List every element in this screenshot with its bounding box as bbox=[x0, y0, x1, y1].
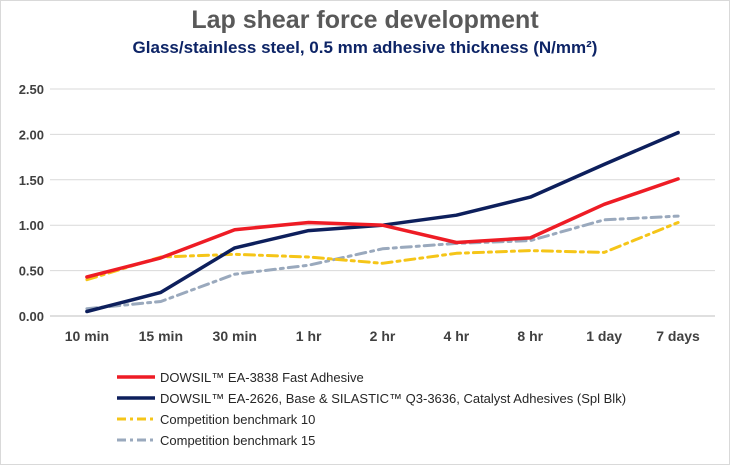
chart-subtitle: Glass/stainless steel, 0.5 mm adhesive t… bbox=[132, 38, 598, 57]
gridlines bbox=[50, 88, 715, 317]
y-tick-label: 0.50 bbox=[19, 264, 44, 279]
x-tick-label: 1 hr bbox=[296, 328, 322, 344]
legend-label-4: Competition benchmark 15 bbox=[160, 433, 315, 448]
y-tick-label: 0.00 bbox=[19, 309, 44, 324]
x-axis: 10 min 15 min 30 min 1 hr 2 hr 4 hr 8 hr 1 day 7… bbox=[65, 328, 700, 344]
legend-label-1: DOWSIL™ EA-3838 Fast Adhesive bbox=[160, 370, 364, 385]
x-tick-label: 15 min bbox=[139, 328, 183, 344]
y-axis: 0.00 0.50 1.00 1.50 2.00 2.50 bbox=[19, 82, 44, 324]
x-tick-label: 1 day bbox=[586, 328, 622, 344]
legend-label-3: Competition benchmark 10 bbox=[160, 412, 315, 427]
y-tick-label: 1.00 bbox=[19, 218, 44, 233]
x-tick-label: 8 hr bbox=[517, 328, 543, 344]
y-tick-label: 2.50 bbox=[19, 82, 44, 97]
series-lines bbox=[85, 130, 680, 314]
series-line-2 bbox=[85, 130, 680, 314]
x-tick-label: 30 min bbox=[213, 328, 257, 344]
x-tick-label: 7 days bbox=[656, 328, 700, 344]
y-tick-label: 2.00 bbox=[19, 127, 44, 142]
x-tick-label: 10 min bbox=[65, 328, 109, 344]
x-tick-label: 2 hr bbox=[370, 328, 396, 344]
series-line-3 bbox=[85, 221, 680, 282]
legend-label-2: DOWSIL™ EA-2626, Base & SILASTIC™ Q3-363… bbox=[160, 391, 626, 406]
chart-title: Lap shear force development bbox=[191, 6, 539, 34]
x-tick-label: 4 hr bbox=[444, 328, 470, 344]
legend: DOWSIL™ EA-3838 Fast Adhesive DOWSIL™ EA-… bbox=[117, 370, 626, 448]
y-tick-label: 1.50 bbox=[19, 173, 44, 188]
